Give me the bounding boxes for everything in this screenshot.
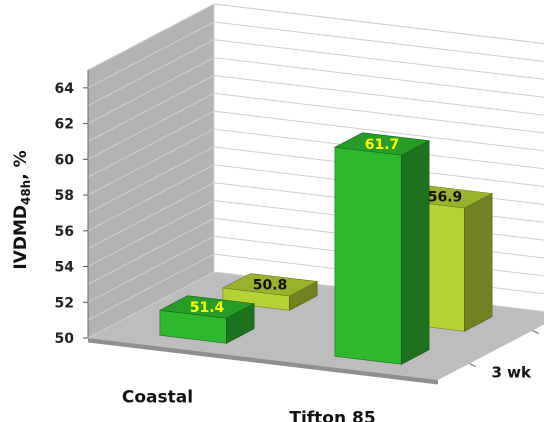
y-tick-label: 56: [55, 224, 74, 240]
y-tick-label: 58: [55, 188, 74, 204]
bar-top-face: [158, 295, 256, 319]
left-wall: [88, 4, 214, 338]
gridline: [87, 39, 544, 107]
gridline: [87, 92, 544, 160]
bar-top-face: [333, 132, 431, 156]
gridline: [87, 57, 544, 125]
y-tick-label: 50: [55, 331, 75, 347]
depth-tick: [532, 330, 539, 334]
gridline: [87, 128, 544, 196]
data-label: 50.8: [253, 278, 288, 294]
gridline: [87, 21, 544, 89]
category-label: Coastal: [122, 388, 193, 408]
y-tick-label: 62: [55, 117, 74, 133]
y-tick-label: 60: [55, 152, 75, 168]
bar-top-face: [221, 273, 319, 297]
y-tick-label: 64: [55, 81, 75, 97]
y-axis-ticks: 50 52 54 56 58 60 62 64: [55, 70, 89, 347]
bar-side-face: [401, 140, 430, 365]
data-label: 61.7: [365, 137, 400, 153]
floor-edge: [88, 338, 438, 385]
data-label: 51.4: [190, 300, 225, 316]
gridline: [87, 110, 544, 178]
depth-tick: [469, 363, 476, 367]
y-axis-label: IVDMD48h, %: [11, 150, 33, 269]
chart-bars: 50.8 51.4 56.9 61.7: [158, 132, 494, 365]
gridline: [87, 74, 544, 142]
x-axis-categories: Coastal Tifton 85: [122, 388, 376, 422]
bar-front-face: [334, 146, 402, 365]
gridline: [87, 146, 544, 214]
gridline: [87, 3, 544, 71]
depth-label: 3 wk: [492, 364, 533, 382]
category-label: Tifton 85: [289, 409, 375, 422]
data-label: 56.9: [428, 190, 463, 206]
depth-axis-labels: 3 wk6 wk: [469, 330, 539, 382]
y-tick-label: 54: [55, 260, 75, 276]
bar-6-wk-0: 50.8: [221, 273, 319, 311]
bar-side-face: [464, 193, 493, 332]
bar-3-wk-1: 61.7: [333, 132, 431, 365]
bar-3-wk-0: 51.4: [158, 295, 256, 344]
y-tick-label: 52: [55, 295, 74, 311]
